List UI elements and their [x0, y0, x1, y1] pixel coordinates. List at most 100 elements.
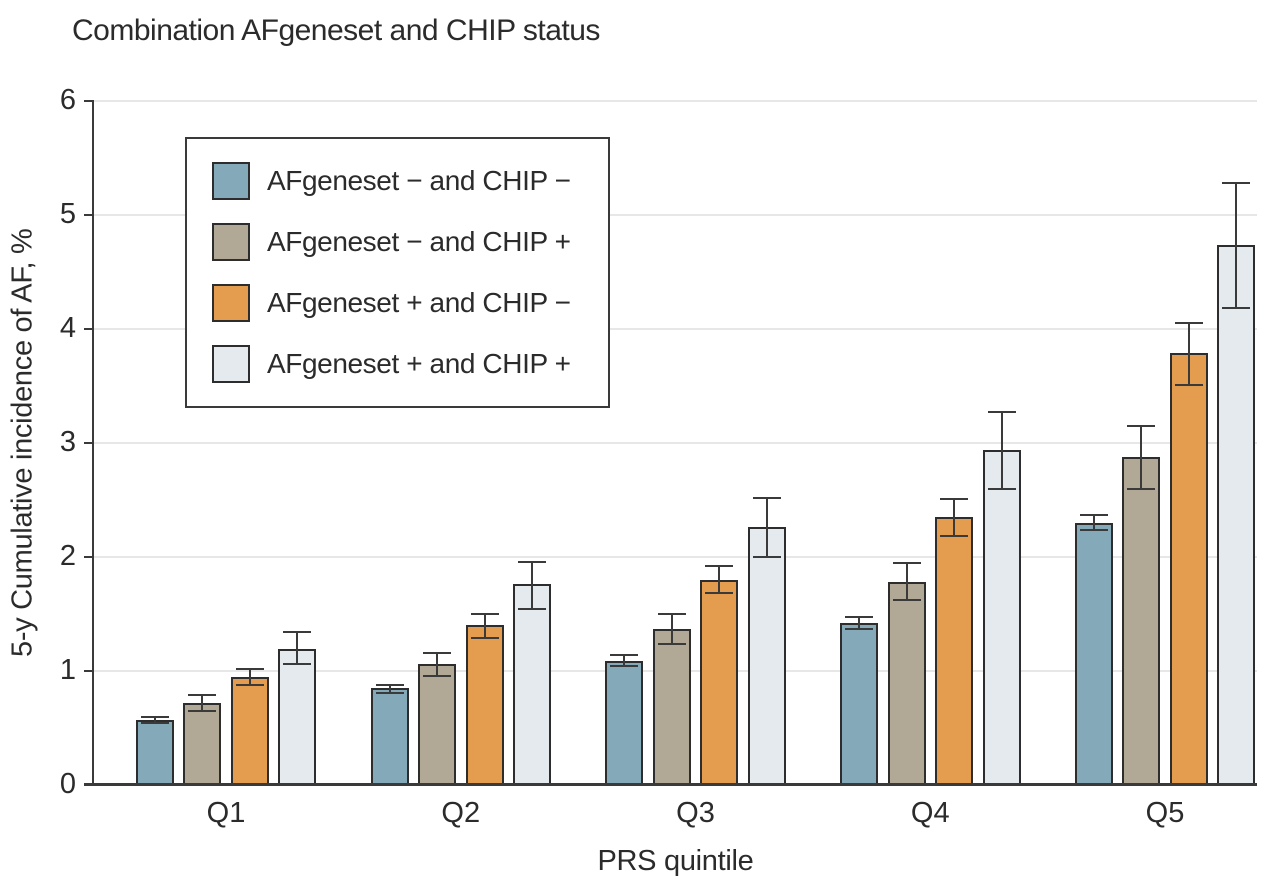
error-bar-line	[953, 498, 955, 537]
error-bar-cap-bottom	[423, 674, 451, 677]
legend-label-3: AFgeneset + and CHIP −	[267, 287, 571, 318]
bar-q1-series-3	[230, 676, 269, 785]
error-bar-line	[623, 655, 626, 667]
bar-q3-series-4	[747, 527, 786, 785]
y-axis-tick-6	[84, 100, 94, 102]
error-bar-cap-top	[845, 616, 873, 619]
legend-label-1: AFgeneset − and CHIP −	[267, 165, 571, 196]
error-bar-line	[201, 694, 204, 711]
error-bar-cap-top	[140, 715, 169, 718]
error-bar-cap-top	[1079, 513, 1108, 516]
y-axis-tick-4	[84, 328, 94, 330]
error-bar-cap-top	[1127, 424, 1156, 427]
gridline-y-3	[94, 442, 1257, 444]
legend-swatch-2	[212, 223, 250, 261]
y-axis-tick-1	[84, 670, 94, 672]
bar-q5-series-2	[1122, 456, 1161, 785]
error-bar-cap-bottom	[470, 636, 499, 639]
y-axis-tick-2	[84, 556, 94, 558]
x-tick-label-q5: Q5	[1145, 797, 1185, 829]
error-bar-line	[905, 562, 908, 601]
bar-q2-series-2	[418, 664, 456, 785]
error-bar-cap-bottom	[375, 691, 404, 694]
y-tick-label-5: 5	[59, 197, 76, 230]
legend-item-1: AFgeneset − and CHIP −	[212, 162, 608, 200]
legend: AFgeneset − and CHIP − AFgeneset − and CH…	[185, 137, 610, 408]
bar-q4-series-2	[887, 582, 926, 785]
error-bar-cap-bottom	[1174, 383, 1203, 386]
gridline-y-4	[94, 328, 1257, 330]
error-bar-line	[153, 716, 156, 724]
error-bar-cap-top	[940, 497, 968, 500]
y-axis-line	[92, 101, 94, 785]
y-tick-label-4: 4	[59, 311, 76, 344]
error-bar-cap-top	[470, 613, 499, 615]
error-bar-cap-top	[375, 683, 404, 686]
error-bar-cap-bottom	[705, 592, 734, 595]
error-bar-cap-top	[610, 654, 639, 657]
bar-q4-series-4	[982, 449, 1021, 785]
y-tick-label-1: 1	[59, 653, 76, 686]
y-tick-label-6: 6	[59, 83, 76, 116]
error-bar-cap-bottom	[235, 683, 264, 686]
bar-q5-series-1	[1074, 522, 1113, 785]
bar-q4-series-1	[840, 623, 878, 785]
y-axis-tick-3	[84, 442, 94, 444]
error-bar-cap-top	[892, 561, 921, 564]
error-bar-cap-bottom	[1222, 307, 1251, 310]
error-bar-line	[1235, 183, 1238, 309]
bar-q3-series-3	[700, 579, 739, 785]
error-bar-cap-bottom	[283, 663, 312, 666]
legend-item-4: AFgeneset + and CHIP +	[212, 345, 608, 383]
bar-q3-series-2	[652, 628, 691, 785]
gridline-y-6	[94, 100, 1257, 102]
error-bar-line	[1187, 323, 1190, 385]
bar-q1-series-2	[183, 702, 222, 785]
legend-swatch-3	[212, 284, 250, 322]
error-bar-cap-bottom	[657, 642, 686, 645]
error-bar-line	[1140, 425, 1143, 489]
legend-label-2: AFgeneset − and CHIP +	[267, 226, 571, 257]
legend-item-2: AFgeneset − and CHIP +	[212, 223, 608, 261]
bar-q2-series-1	[370, 688, 409, 785]
error-bar-cap-top	[283, 631, 312, 634]
legend-swatch-1	[212, 162, 250, 200]
error-bar-line	[765, 497, 768, 557]
error-bar-line	[531, 561, 533, 610]
error-bar-line	[248, 668, 251, 685]
bar-q5-series-4	[1217, 244, 1256, 785]
error-bar-line	[388, 684, 391, 693]
error-bar-cap-bottom	[610, 665, 639, 668]
x-tick-label-q4: Q4	[910, 797, 950, 829]
error-bar-cap-top	[1222, 182, 1251, 185]
error-bar-cap-top	[518, 560, 546, 563]
error-bar-line	[670, 614, 673, 644]
x-axis-line	[84, 783, 1257, 786]
error-bar-cap-bottom	[752, 556, 781, 558]
x-tick-label-q3: Q3	[676, 797, 715, 829]
error-bar-cap-top	[987, 411, 1016, 414]
error-bar-cap-bottom	[188, 709, 217, 712]
error-bar-line	[1000, 412, 1003, 489]
error-bar-cap-top	[705, 565, 734, 568]
error-bar-cap-bottom	[140, 722, 169, 725]
legend-item-3: AFgeneset + and CHIP −	[212, 284, 608, 322]
gridline-y-2	[94, 556, 1257, 558]
y-tick-label-0: 0	[59, 767, 76, 800]
y-tick-label-3: 3	[59, 425, 76, 458]
error-bar-cap-top	[235, 667, 264, 670]
bar-q5-series-3	[1169, 352, 1208, 785]
error-bar-cap-top	[188, 693, 217, 696]
error-bar-line	[436, 652, 438, 676]
error-bar-line	[296, 632, 299, 665]
error-bar-cap-bottom	[892, 599, 921, 602]
error-bar-cap-bottom	[518, 608, 546, 611]
bar-q2-series-4	[513, 584, 551, 785]
y-axis-tick-5	[84, 214, 94, 216]
error-bar-cap-top	[752, 496, 781, 499]
y-tick-label-2: 2	[59, 539, 76, 572]
error-bar-cap-top	[1174, 322, 1203, 325]
error-bar-cap-top	[423, 651, 451, 654]
x-tick-label-q1: Q1	[206, 797, 246, 829]
